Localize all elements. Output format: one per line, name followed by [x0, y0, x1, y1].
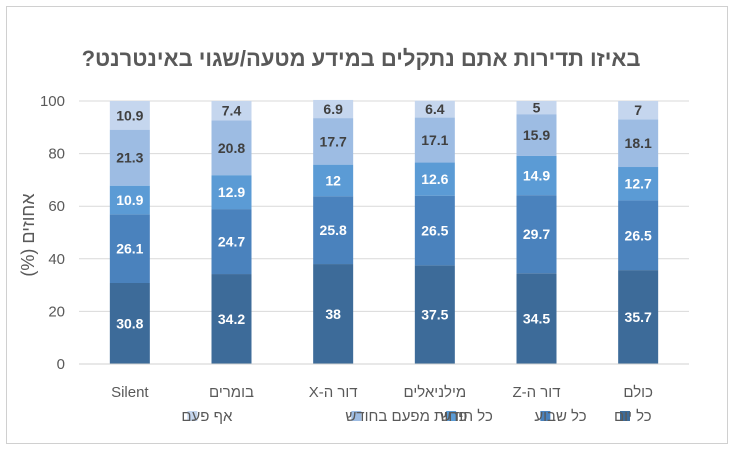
legend-swatch: [620, 411, 630, 421]
y-tick-label: 60: [48, 198, 65, 215]
bar-segment: [516, 114, 557, 156]
legend-swatch: [187, 411, 198, 421]
data-label: 35.7: [625, 309, 652, 325]
legend-swatch: [351, 411, 362, 421]
data-label: 12.7: [625, 176, 652, 192]
bar-segment: [618, 167, 659, 201]
data-label: 20.8: [218, 140, 245, 156]
bar-segment: [618, 200, 659, 271]
bar-segment: [618, 119, 659, 168]
data-label: 7.4: [222, 103, 242, 119]
bar-segment: [414, 265, 455, 364]
data-label: 37.5: [421, 307, 448, 323]
bar-segment: [313, 99, 354, 119]
legend-swatch: [540, 411, 551, 421]
data-label: 30.8: [116, 315, 143, 331]
bar-segment: [211, 175, 252, 210]
bar-segment: [211, 101, 252, 121]
legend-label: כל חודש: [440, 408, 493, 425]
data-label: 6.4: [425, 101, 445, 117]
data-label: 17.7: [320, 133, 347, 149]
legend-swatch: [446, 411, 457, 421]
axis-layer: 0 20 40 60 80 100 כולם דור ה-Z מילניאלים דור ה-X ב…: [40, 93, 689, 401]
data-label: 12.6: [421, 171, 448, 187]
y-tick-label: 0: [57, 356, 65, 373]
data-label: 12.9: [218, 184, 245, 200]
x-tick-label: בומרים: [209, 384, 254, 401]
bar-segment: [618, 101, 659, 120]
bar-segment: [109, 185, 150, 215]
y-tick-label: 80: [48, 146, 65, 163]
data-label: 10.9: [116, 107, 143, 123]
x-tick-label: מילניאלים: [403, 384, 466, 401]
y-tick-label: 20: [48, 303, 65, 320]
bar-segment: [516, 155, 557, 196]
bars-layer: 35.7 26.5 12.7 18.1 7 34.5 29.7 14.9 15.9 5 37.5 26…: [109, 99, 659, 364]
stacked-bar-chart: באיזו תדירות אתם נתקלים במידע מטעה/שגוי …: [18, 46, 689, 425]
x-tick-label: Silent: [111, 384, 149, 401]
bar-segment: [109, 214, 150, 283]
legend-label: פחות מפעם בחודש: [345, 408, 467, 425]
y-axis-label: אחוזים (%): [18, 193, 38, 277]
legend-label: כל יום: [614, 408, 652, 425]
data-label: 25.8: [320, 222, 347, 238]
data-label: 26.1: [116, 241, 143, 257]
bar-segment: [313, 264, 354, 364]
data-label: 26.5: [625, 227, 652, 243]
y-tick-label: 100: [40, 93, 65, 110]
bar-segment: [313, 164, 354, 197]
data-label: 17.1: [421, 132, 448, 148]
data-label: 24.7: [218, 234, 245, 250]
data-label: 6.9: [323, 101, 343, 117]
y-tick-label: 40: [48, 251, 65, 268]
bar-segment: [414, 162, 455, 196]
data-label: 14.9: [523, 168, 550, 184]
bar-segment: [211, 120, 252, 176]
bar-segment: [516, 101, 557, 115]
data-label: 15.9: [523, 127, 550, 143]
bar-segment: [414, 195, 455, 266]
data-label: 10.9: [116, 192, 143, 208]
data-label: 34.5: [523, 311, 550, 327]
bar-segment: [414, 100, 455, 118]
bar-segment: [109, 129, 150, 186]
bar-segment: [109, 101, 150, 130]
data-label: 26.5: [421, 223, 448, 239]
bar-segment: [516, 273, 557, 364]
x-tick-label: דור ה-X: [309, 384, 358, 401]
chart-title: באיזו תדירות אתם נתקלים במידע מטעה/שגוי …: [82, 46, 641, 71]
data-label: 12: [325, 172, 341, 188]
bar-segment: [313, 118, 354, 165]
bar-segment: [618, 270, 659, 364]
chart-frame: באיזו תדירות אתם נתקלים במידע מטעה/שגוי …: [6, 6, 728, 444]
bar-segment: [313, 196, 354, 265]
bar-segment: [211, 209, 252, 275]
data-label: 29.7: [523, 226, 550, 242]
x-tick-label: דור ה-Z: [512, 384, 560, 401]
bar-segment: [211, 274, 252, 364]
grid-layer: [79, 100, 689, 365]
bar-segment: [109, 282, 150, 364]
data-label: 18.1: [625, 135, 652, 151]
legend-label: כל שבוע: [534, 408, 586, 425]
data-label: 34.2: [218, 311, 245, 327]
x-tick-label: כולם: [623, 384, 653, 401]
data-label: 38: [325, 306, 341, 322]
bar-segment: [414, 117, 455, 163]
bar-segment: [516, 195, 557, 274]
data-label: 5: [533, 100, 541, 116]
legend-label: אף פעם: [181, 408, 233, 425]
data-label: 21.3: [116, 150, 143, 166]
data-label: 7: [634, 102, 642, 118]
